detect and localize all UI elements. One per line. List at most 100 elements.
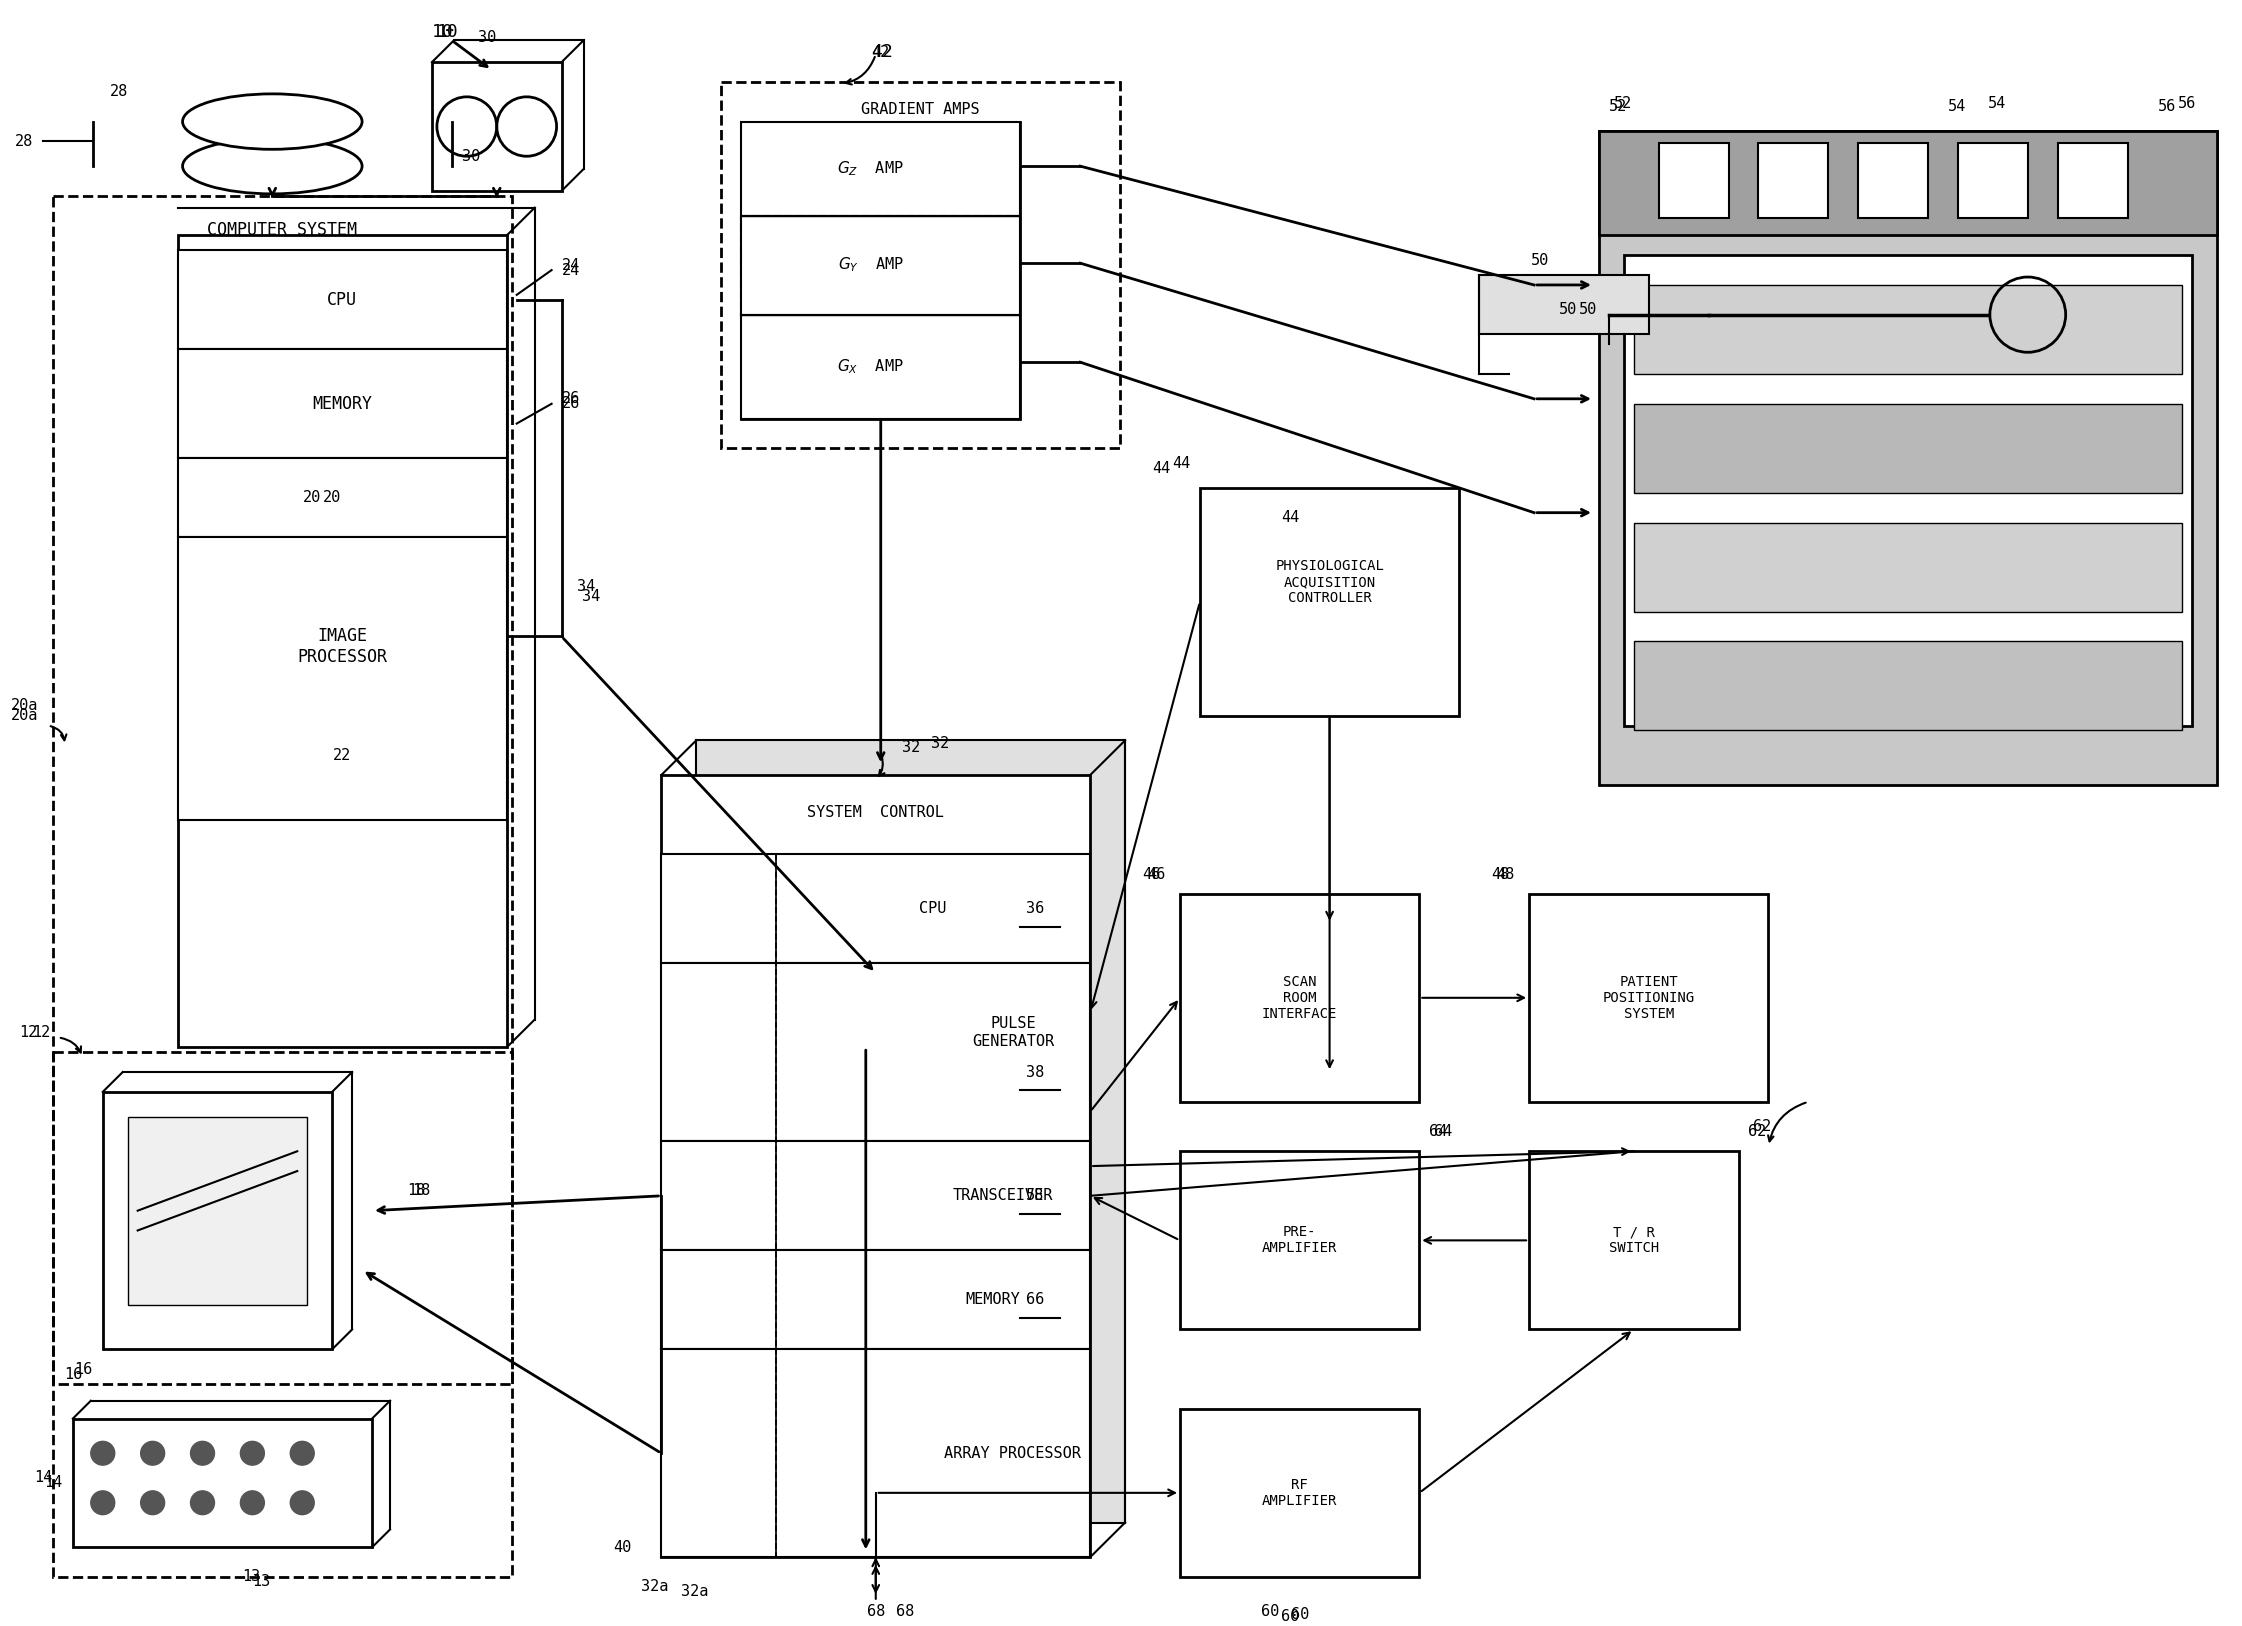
Text: CPU: CPU <box>919 901 946 915</box>
Ellipse shape <box>182 94 363 150</box>
Circle shape <box>240 1441 265 1465</box>
Text: 54: 54 <box>1989 96 2007 111</box>
Text: 24: 24 <box>560 257 581 273</box>
Text: 62: 62 <box>1749 1124 1767 1138</box>
Text: 13: 13 <box>242 1569 260 1584</box>
Text: 46: 46 <box>1146 867 1166 881</box>
Text: 26: 26 <box>560 397 581 411</box>
Bar <box>1529 1151 1738 1330</box>
Bar <box>128 1117 307 1304</box>
Text: 16: 16 <box>65 1366 83 1382</box>
Text: 26: 26 <box>560 392 581 406</box>
Text: 30: 30 <box>478 29 495 46</box>
Bar <box>1957 143 2027 218</box>
Text: 10: 10 <box>433 23 453 42</box>
Text: TRANSCEIVER: TRANSCEIVER <box>953 1189 1054 1203</box>
Circle shape <box>289 1441 314 1465</box>
Text: T / R
SWITCH: T / R SWITCH <box>1610 1226 1659 1255</box>
Text: 18: 18 <box>413 1184 430 1198</box>
Bar <box>433 62 560 190</box>
Text: 50: 50 <box>1578 302 1596 317</box>
Bar <box>1179 1151 1419 1330</box>
Bar <box>742 216 1020 315</box>
Circle shape <box>289 1491 314 1515</box>
Circle shape <box>90 1491 114 1515</box>
Bar <box>1634 522 2181 611</box>
Text: 32: 32 <box>930 737 948 751</box>
Ellipse shape <box>182 138 363 193</box>
Text: 28: 28 <box>110 85 128 99</box>
Text: 68: 68 <box>897 1605 915 1619</box>
Text: IMAGE
PROCESSOR: IMAGE PROCESSOR <box>298 628 388 665</box>
Text: 46: 46 <box>1141 867 1159 881</box>
Bar <box>1179 894 1419 1102</box>
Text: ARRAY PROCESSOR: ARRAY PROCESSOR <box>944 1446 1081 1460</box>
Text: 20: 20 <box>303 491 321 506</box>
Bar <box>1199 488 1460 715</box>
Bar <box>1634 403 2181 493</box>
Text: RF
AMPLIFIER: RF AMPLIFIER <box>1262 1478 1336 1507</box>
Circle shape <box>191 1491 215 1515</box>
Bar <box>661 1350 1090 1558</box>
Text: 48: 48 <box>1495 867 1513 881</box>
Text: 20a: 20a <box>11 709 38 724</box>
Bar <box>742 122 1020 216</box>
Text: 52: 52 <box>1614 96 1632 111</box>
Text: 56: 56 <box>2157 99 2175 114</box>
Circle shape <box>141 1441 164 1465</box>
Text: 58: 58 <box>1027 1189 1045 1203</box>
Text: 60: 60 <box>1291 1606 1309 1623</box>
Text: PULSE
GENERATOR: PULSE GENERATOR <box>971 1016 1054 1049</box>
Bar <box>742 315 1020 418</box>
Text: 64: 64 <box>1430 1124 1448 1138</box>
Bar <box>742 216 1020 315</box>
Text: PATIENT
POSITIONING
SYSTEM: PATIENT POSITIONING SYSTEM <box>1603 974 1695 1021</box>
Text: 62: 62 <box>1753 1119 1771 1133</box>
Bar <box>2058 143 2128 218</box>
Bar <box>54 195 511 1384</box>
Bar <box>661 963 1090 1141</box>
Bar <box>177 350 507 459</box>
Text: 52: 52 <box>1610 99 1628 114</box>
Text: 30: 30 <box>462 148 480 164</box>
Text: 18: 18 <box>408 1184 426 1198</box>
Bar <box>177 250 507 350</box>
Text: 22: 22 <box>334 748 352 763</box>
Bar <box>1859 143 1928 218</box>
Bar <box>742 122 1020 418</box>
Text: 64: 64 <box>1435 1124 1453 1138</box>
Text: 34: 34 <box>581 589 601 605</box>
Text: $G_Z$  AMP: $G_Z$ AMP <box>836 159 904 177</box>
Bar <box>177 459 507 538</box>
Text: 34: 34 <box>576 579 594 595</box>
Text: 68: 68 <box>868 1605 886 1619</box>
Text: 28: 28 <box>16 133 34 150</box>
Bar <box>1599 132 2217 785</box>
Text: 36: 36 <box>1027 901 1045 915</box>
Text: 42: 42 <box>870 44 892 62</box>
Text: 13: 13 <box>253 1574 271 1590</box>
Text: 42: 42 <box>870 46 890 60</box>
Text: 60: 60 <box>1262 1605 1280 1619</box>
Bar <box>1599 132 2217 236</box>
Bar <box>72 1418 372 1548</box>
Text: 44: 44 <box>1282 511 1300 525</box>
Text: 20a: 20a <box>11 698 38 714</box>
Text: 50: 50 <box>1558 302 1576 317</box>
Text: $G_X$  AMP: $G_X$ AMP <box>836 358 904 376</box>
Bar <box>1758 143 1827 218</box>
Bar <box>1623 255 2193 725</box>
Text: 32: 32 <box>901 740 919 754</box>
Text: 32a: 32a <box>641 1579 668 1595</box>
Text: 44: 44 <box>1173 455 1191 470</box>
Text: COMPUTER SYSTEM: COMPUTER SYSTEM <box>206 221 356 239</box>
Text: 20: 20 <box>323 491 341 506</box>
Bar <box>177 538 507 820</box>
Text: 14: 14 <box>34 1470 54 1486</box>
Text: 44: 44 <box>1152 460 1170 476</box>
Text: GRADIENT AMPS: GRADIENT AMPS <box>861 102 980 117</box>
Bar <box>661 854 1090 963</box>
Bar <box>697 740 1125 1522</box>
Text: 54: 54 <box>1948 99 1966 114</box>
Text: 10: 10 <box>437 23 460 42</box>
